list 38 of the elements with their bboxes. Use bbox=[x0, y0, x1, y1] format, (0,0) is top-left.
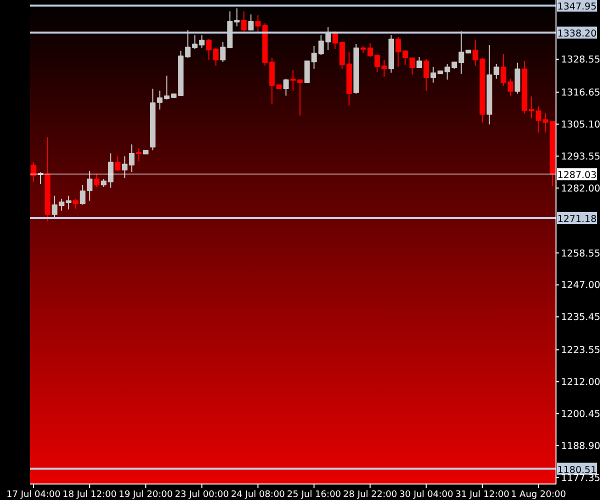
candlestick bbox=[241, 10, 247, 32]
y-tick-label: 1188.90 bbox=[561, 440, 600, 452]
y-tick-label: 1282.00 bbox=[561, 183, 600, 194]
candlestick bbox=[514, 62, 520, 94]
x-tick-label: 19 Jul 20:00 bbox=[118, 490, 173, 500]
x-tick-label: 28 Jul 22:00 bbox=[343, 490, 398, 500]
y-tick-label: 1247.00 bbox=[561, 280, 600, 292]
x-tick-label: 23 Jul 00:00 bbox=[174, 490, 230, 500]
ref-line-label: 1347.95 bbox=[557, 2, 597, 13]
ref-line-label: 1271.18 bbox=[557, 214, 597, 225]
y-tick-label: 1305.10 bbox=[561, 120, 600, 131]
y-tick-label: 1293.55 bbox=[561, 151, 600, 162]
candlestick bbox=[424, 58, 430, 92]
candlestick bbox=[416, 56, 422, 68]
x-tick-label: 31 Jul 12:00 bbox=[455, 490, 510, 500]
candlestick bbox=[114, 156, 120, 172]
y-tick-label: 1328.55 bbox=[561, 54, 600, 66]
y-tick-label: 1258.55 bbox=[561, 248, 600, 260]
y-tick-label: 1223.55 bbox=[561, 345, 600, 356]
x-tick-label: 18 Jul 12:00 bbox=[62, 490, 117, 500]
candlestick bbox=[38, 172, 44, 184]
candlestick bbox=[248, 14, 254, 31]
x-tick-label: 30 Jul 04:00 bbox=[399, 490, 454, 500]
ref-line-label: 1287.03 bbox=[557, 170, 597, 182]
candlestick bbox=[94, 174, 100, 188]
y-tick-label: 1200.45 bbox=[561, 408, 600, 420]
ref-line-label: 1338.20 bbox=[557, 28, 597, 40]
x-tick-label: 25 Jul 16:00 bbox=[287, 490, 342, 500]
y-tick-label: 1316.65 bbox=[561, 88, 600, 99]
x-tick-label: 17 Jul 04:00 bbox=[6, 490, 61, 500]
candlestick bbox=[136, 148, 142, 162]
x-tick-label: 24 Jul 08:00 bbox=[230, 490, 286, 500]
y-tick-label: 1212.00 bbox=[561, 377, 600, 388]
x-tick-label: 1 Aug 20:00 bbox=[510, 490, 566, 500]
candlestick bbox=[283, 78, 289, 96]
y-tick-label: 1235.45 bbox=[561, 312, 600, 324]
candlestick bbox=[72, 198, 78, 210]
candlestick bbox=[30, 162, 36, 182]
